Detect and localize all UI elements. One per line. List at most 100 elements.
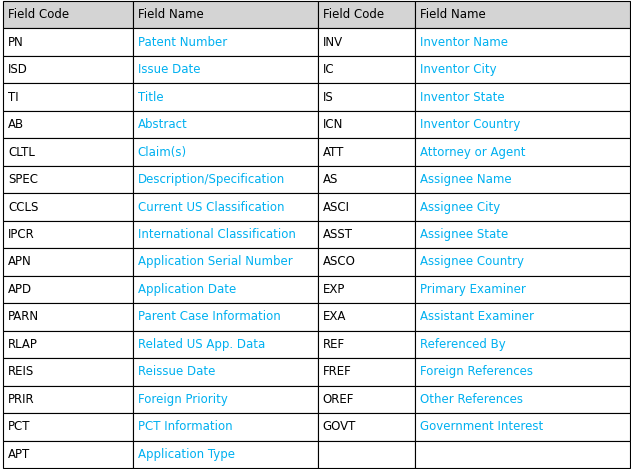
Text: REF: REF — [322, 338, 345, 351]
Bar — [317, 111, 415, 138]
Text: Assignee Country: Assignee Country — [420, 256, 524, 268]
Bar — [133, 138, 317, 166]
Bar — [3, 166, 133, 193]
Bar — [415, 111, 630, 138]
Text: Field Code: Field Code — [322, 8, 384, 21]
Text: Field Name: Field Name — [138, 8, 203, 21]
Bar — [3, 193, 133, 221]
Text: EXP: EXP — [322, 283, 345, 296]
Bar — [133, 111, 317, 138]
Text: Issue Date: Issue Date — [138, 63, 200, 76]
Text: EXA: EXA — [322, 310, 346, 324]
Text: Field Code: Field Code — [8, 8, 69, 21]
Text: Application Date: Application Date — [138, 283, 236, 296]
Text: TI: TI — [8, 91, 19, 104]
Text: PN: PN — [8, 36, 24, 49]
Bar — [317, 440, 415, 468]
Text: Title: Title — [138, 91, 163, 104]
Bar — [415, 193, 630, 221]
Text: Claim(s): Claim(s) — [138, 145, 187, 159]
Bar — [133, 331, 317, 358]
Text: SPEC: SPEC — [8, 173, 38, 186]
Text: REIS: REIS — [8, 365, 35, 378]
Text: Parent Case Information: Parent Case Information — [138, 310, 280, 324]
Bar — [317, 166, 415, 193]
Text: Foreign Priority: Foreign Priority — [138, 393, 227, 406]
Text: Inventor City: Inventor City — [420, 63, 497, 76]
Bar — [3, 111, 133, 138]
Text: ICN: ICN — [322, 118, 343, 131]
Text: Field Name: Field Name — [420, 8, 486, 21]
Bar — [3, 248, 133, 276]
Bar — [133, 29, 317, 56]
Bar — [3, 276, 133, 303]
Text: RLAP: RLAP — [8, 338, 38, 351]
Text: Assignee State: Assignee State — [420, 228, 508, 241]
Text: Description/Specification: Description/Specification — [138, 173, 285, 186]
Bar — [133, 1, 317, 29]
Text: AB: AB — [8, 118, 25, 131]
Text: PRIR: PRIR — [8, 393, 35, 406]
Bar — [3, 303, 133, 331]
Text: GOVT: GOVT — [322, 420, 356, 433]
Text: OREF: OREF — [322, 393, 354, 406]
Text: PARN: PARN — [8, 310, 39, 324]
Text: PCT: PCT — [8, 420, 31, 433]
Text: FREF: FREF — [322, 365, 351, 378]
Text: ATT: ATT — [322, 145, 344, 159]
Text: Assistant Examiner: Assistant Examiner — [420, 310, 534, 324]
Text: APN: APN — [8, 256, 32, 268]
Text: Current US Classification: Current US Classification — [138, 201, 284, 213]
Bar — [317, 386, 415, 413]
Text: Assignee Name: Assignee Name — [420, 173, 512, 186]
Text: Primary Examiner: Primary Examiner — [420, 283, 526, 296]
Bar — [317, 276, 415, 303]
Bar — [415, 303, 630, 331]
Text: Inventor State: Inventor State — [420, 91, 505, 104]
Bar — [3, 1, 133, 29]
Bar — [133, 83, 317, 111]
Bar — [415, 221, 630, 248]
Text: PCT Information: PCT Information — [138, 420, 232, 433]
Bar — [415, 29, 630, 56]
Bar — [415, 440, 630, 468]
Bar — [317, 193, 415, 221]
Bar — [415, 413, 630, 440]
Bar — [3, 358, 133, 386]
Bar — [415, 1, 630, 29]
Text: ASCO: ASCO — [322, 256, 356, 268]
Bar — [317, 358, 415, 386]
Bar — [317, 413, 415, 440]
Bar — [3, 386, 133, 413]
Text: Reissue Date: Reissue Date — [138, 365, 215, 378]
Bar — [317, 221, 415, 248]
Text: INV: INV — [322, 36, 343, 49]
Text: IC: IC — [322, 63, 334, 76]
Bar — [133, 358, 317, 386]
Bar — [415, 386, 630, 413]
Bar — [415, 56, 630, 83]
Text: Referenced By: Referenced By — [420, 338, 505, 351]
Text: ISD: ISD — [8, 63, 28, 76]
Bar — [317, 1, 415, 29]
Text: IPCR: IPCR — [8, 228, 35, 241]
Text: IS: IS — [322, 91, 334, 104]
Bar — [133, 440, 317, 468]
Text: Attorney or Agent: Attorney or Agent — [420, 145, 526, 159]
Text: Related US App. Data: Related US App. Data — [138, 338, 265, 351]
Bar — [415, 166, 630, 193]
Text: Assignee City: Assignee City — [420, 201, 500, 213]
Text: AS: AS — [322, 173, 338, 186]
Text: Abstract: Abstract — [138, 118, 187, 131]
Bar — [133, 303, 317, 331]
Bar — [133, 248, 317, 276]
Bar — [3, 56, 133, 83]
Bar — [133, 413, 317, 440]
Text: APD: APD — [8, 283, 32, 296]
Bar — [317, 138, 415, 166]
Text: CCLS: CCLS — [8, 201, 38, 213]
Bar — [415, 358, 630, 386]
Text: ASCI: ASCI — [322, 201, 350, 213]
Bar — [133, 276, 317, 303]
Text: CLTL: CLTL — [8, 145, 35, 159]
